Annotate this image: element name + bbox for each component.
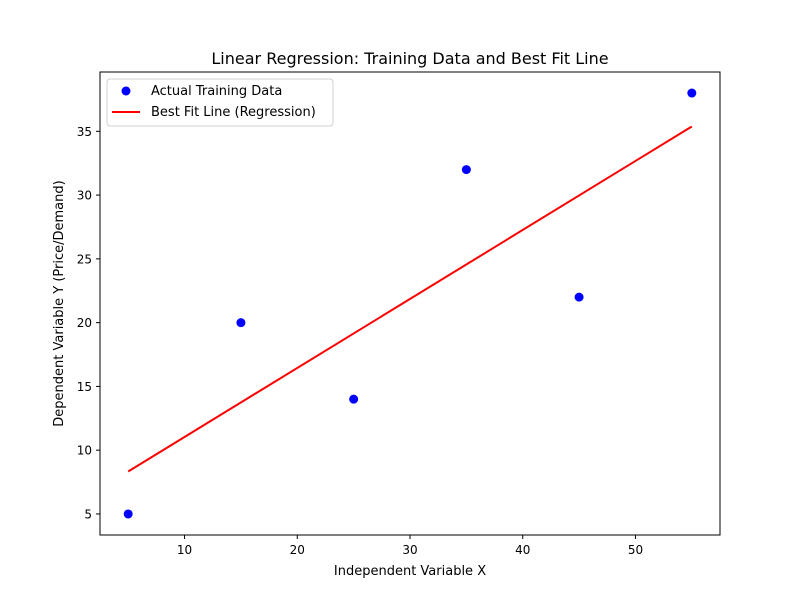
plot-frame — [99, 71, 721, 536]
chart-title: Linear Regression: Training Data and Bes… — [211, 49, 608, 68]
data-point — [349, 394, 359, 404]
x-tick-label: 30 — [402, 543, 417, 557]
legend-box — [106, 78, 334, 127]
data-point — [123, 509, 133, 519]
y-tick-label: 25 — [77, 252, 92, 266]
legend: Actual Training Data Best Fit Line (Regr… — [106, 78, 334, 127]
y-tick-label: 5 — [84, 507, 92, 521]
y-axis-label: Dependent Variable Y (Price/Demand) — [52, 180, 67, 426]
y-tick-label: 35 — [77, 125, 92, 139]
x-tick-label: 40 — [515, 543, 530, 557]
data-point — [574, 292, 584, 302]
data-point — [236, 318, 246, 328]
x-tick-label: 20 — [290, 543, 305, 557]
y-tick-label: 20 — [77, 316, 92, 330]
x-axis-label: Independent Variable X — [334, 564, 486, 579]
x-axis-ticks: 10 20 30 40 50 — [177, 535, 643, 557]
x-tick-label: 50 — [628, 543, 643, 557]
legend-marker-scatter — [121, 86, 131, 96]
legend-entry-line: Best Fit Line (Regression) — [151, 105, 316, 120]
data-point — [461, 165, 471, 175]
x-tick-label: 10 — [177, 543, 192, 557]
y-tick-label: 15 — [77, 380, 92, 394]
y-axis-ticks: 5 10 15 20 25 30 35 — [77, 125, 100, 521]
series-layer — [123, 88, 697, 519]
legend-entry-scatter: Actual Training Data — [151, 84, 282, 99]
data-point — [687, 88, 697, 98]
regression-line — [127, 125, 693, 473]
y-tick-label: 30 — [77, 189, 92, 203]
y-tick-label: 10 — [77, 444, 92, 458]
